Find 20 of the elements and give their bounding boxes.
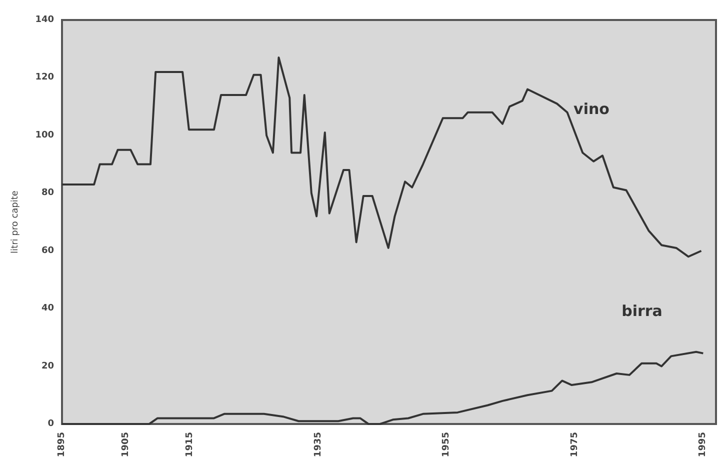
x-tick-label: 1915: [185, 432, 196, 458]
series-label: vino: [574, 100, 610, 118]
x-tick-label: 1975: [570, 432, 580, 458]
y-tick-label: 60: [41, 246, 54, 256]
line-series: [61, 56, 702, 258]
x-tick-label: 1955: [442, 432, 452, 458]
x-tick-label: 1935: [313, 432, 324, 458]
y-tick-label: 140: [35, 15, 54, 25]
y-tick-label: 120: [35, 72, 54, 83]
x-tick-label: 1995: [698, 432, 708, 458]
y-tick-label: 100: [35, 130, 54, 140]
line-series: [61, 350, 704, 425]
y-tick-label: 80: [41, 188, 54, 198]
y-tick-label: 20: [41, 361, 54, 372]
y-tick-label: 0: [48, 419, 54, 429]
x-tick-label: 1895: [57, 432, 67, 458]
text: birra: [622, 302, 662, 320]
x-tick-label: 1905: [121, 432, 132, 458]
y-axis-title: litri pro capite: [10, 190, 20, 254]
y-tick-label: 40: [41, 304, 54, 314]
